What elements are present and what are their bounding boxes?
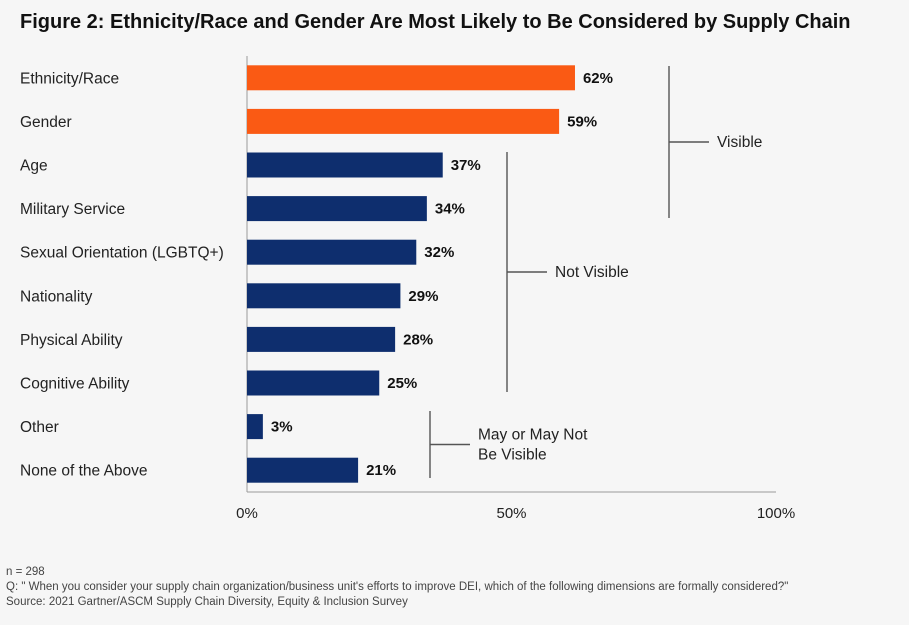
bar	[247, 370, 380, 396]
group-label: Be Visible	[478, 447, 547, 464]
bar-chart: 0% 50% 100% Ethnicity/Race 62% Gender 59% Age 3…	[20, 56, 795, 522]
value-label: 62%	[583, 70, 613, 87]
x-tick-label: 0%	[236, 505, 258, 522]
x-tick-label: 50%	[496, 505, 526, 522]
category-label: None of the Above	[20, 463, 148, 480]
group-label: Visible	[717, 134, 762, 151]
group-label: Not Visible	[555, 264, 629, 281]
group-label: May or May Not	[478, 427, 588, 444]
category-label: Gender	[20, 114, 72, 131]
category-label: Nationality	[20, 288, 93, 305]
value-label: 28%	[403, 331, 433, 348]
category-label: Age	[20, 158, 48, 175]
value-label: 34%	[435, 201, 465, 218]
category-label: Physical Ability	[20, 332, 123, 349]
category-label: Cognitive Ability	[20, 376, 130, 393]
bar	[247, 414, 263, 440]
value-label: 37%	[451, 157, 481, 174]
chart-group-brackets: Visible Not Visible May or May Not Be Visib…	[429, 66, 762, 478]
category-label: Military Service	[20, 201, 125, 218]
bar	[247, 196, 427, 222]
category-label: Sexual Orientation (LGBTQ+)	[20, 245, 224, 262]
source-note: Source: 2021 Gartner/ASCM Supply Chain D…	[6, 596, 408, 608]
bar	[247, 283, 401, 309]
value-label: 3%	[271, 419, 293, 436]
bar	[247, 239, 417, 265]
sample-size-note: n = 298	[6, 566, 45, 578]
survey-question-note: Q: " When you consider your supply chain…	[6, 581, 789, 593]
x-tick-label: 100%	[757, 505, 795, 522]
value-label: 29%	[408, 288, 438, 305]
bar	[247, 108, 560, 134]
category-label: Ethnicity/Race	[20, 70, 119, 87]
chart-bars	[247, 65, 575, 483]
bar	[247, 326, 396, 352]
category-label: Other	[20, 419, 59, 436]
value-label: 59%	[567, 113, 597, 130]
bar	[247, 65, 575, 91]
chart-labels: Ethnicity/Race 62% Gender 59% Age 37% Military…	[20, 70, 613, 480]
bar	[247, 152, 443, 178]
value-label: 21%	[366, 462, 396, 479]
chart-title: Figure 2: Ethnicity/Race and Gender Are …	[20, 11, 851, 33]
value-label: 32%	[424, 244, 454, 261]
bar	[247, 457, 359, 483]
value-label: 25%	[387, 375, 417, 392]
